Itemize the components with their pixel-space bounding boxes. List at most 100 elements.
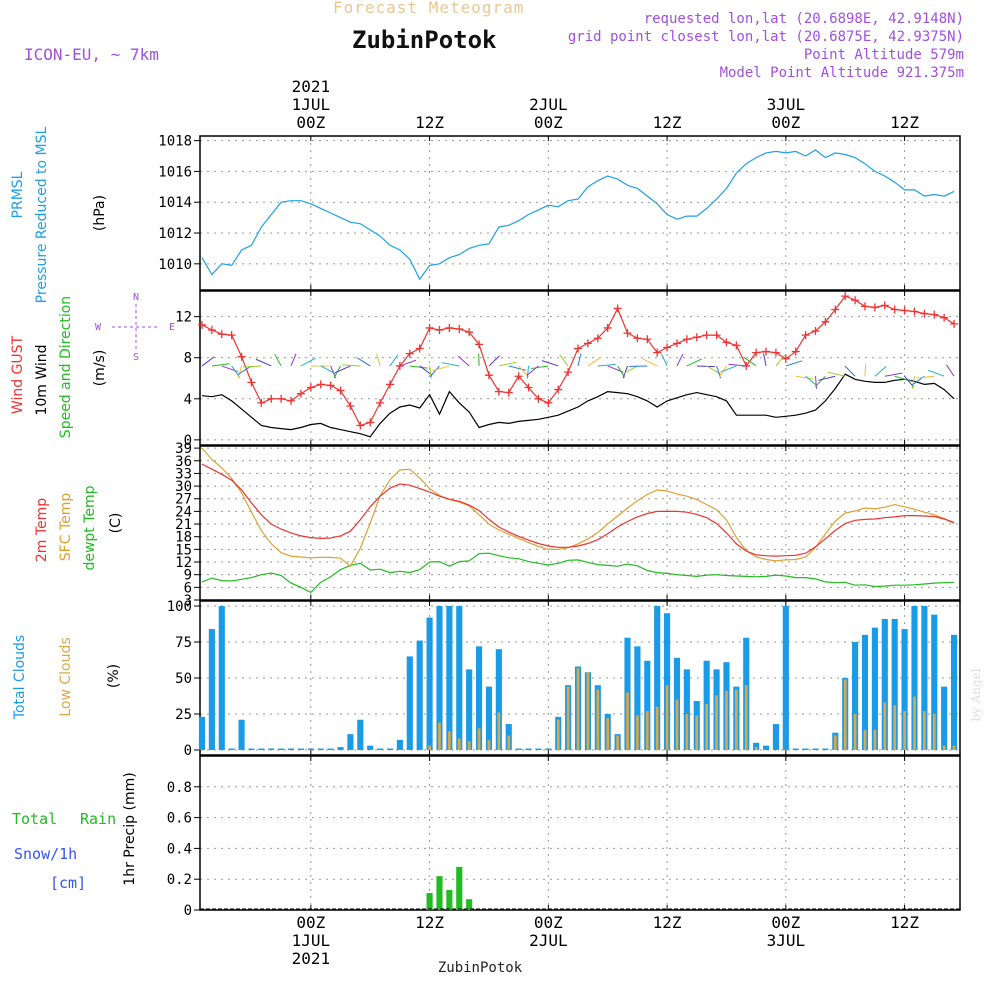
- gust-marker: [900, 306, 909, 315]
- wind-direction-arrow: [274, 353, 282, 367]
- gust-marker: [841, 292, 850, 301]
- total-cloud-bar: [753, 742, 760, 750]
- wind-direction-arrow: [623, 365, 638, 375]
- wind-speed-line: [201, 373, 955, 438]
- wind-direction-arrow: [696, 365, 715, 368]
- gust-marker: [603, 323, 612, 332]
- wind-direction-arrow: [706, 365, 721, 375]
- prmsl-desc-label: Pressure Reduced to MSL: [34, 126, 50, 303]
- gust-marker: [336, 386, 345, 395]
- y-tick-label: 18: [175, 530, 192, 546]
- gust-marker: [425, 323, 434, 332]
- snow-unit-label: [cm]: [50, 874, 86, 892]
- low-cloud-bar: [428, 745, 431, 750]
- low-cloud-bar: [754, 747, 758, 750]
- y-tick-label: 36: [175, 454, 192, 470]
- low-cloud-bar: [438, 722, 441, 750]
- low-cloud-bar: [853, 713, 857, 750]
- total-cloud-bar: [901, 629, 908, 750]
- gust-marker: [267, 394, 276, 403]
- prmsl-label: PRMSL: [10, 171, 26, 218]
- gust-marker: [732, 341, 741, 350]
- gust-marker: [613, 304, 622, 313]
- total-cloud-bar: [812, 748, 819, 750]
- y-tick-label: 0.6: [167, 811, 192, 827]
- wind-direction-arrow: [622, 365, 628, 379]
- wind-direction-arrow: [243, 365, 262, 368]
- low-cloud-bar: [685, 713, 689, 750]
- low-cloud-bar: [843, 679, 847, 750]
- gust-marker: [643, 335, 652, 344]
- gust-marker: [366, 418, 375, 427]
- low-cloud-bar: [636, 715, 639, 750]
- rain-bar: [446, 889, 453, 910]
- bottom-time-label: 1JUL: [292, 931, 331, 950]
- total-cloud-bar: [416, 640, 423, 750]
- wind-direction-arrow: [728, 363, 747, 367]
- requested-location: requested lon,lat (20.6898E, 42.9148N): [643, 11, 964, 27]
- gust-marker: [653, 348, 662, 357]
- low-cloud-bar: [477, 728, 481, 750]
- panel-1: 0 4 8 12: [175, 290, 961, 449]
- gust-marker: [554, 385, 563, 394]
- wind-direction-arrow: [743, 356, 757, 367]
- top-time-label: 2021: [292, 77, 331, 96]
- wind-direction-arrow: [356, 357, 371, 367]
- low-cloud-bar: [873, 729, 877, 750]
- precip-unit-label: 1hr Precip (mm): [122, 772, 138, 885]
- wind-direction-arrow: [290, 353, 297, 367]
- low-cloud-bar: [705, 703, 709, 750]
- panel-frame: [199, 135, 961, 291]
- y-tick-label: 24: [175, 504, 192, 520]
- gust-marker: [593, 334, 602, 343]
- y-tick-label: 0: [184, 903, 192, 919]
- total-label: Total: [12, 810, 57, 828]
- y-tick-label: 0: [184, 433, 192, 449]
- gust-marker: [771, 348, 780, 357]
- wind-direction-arrow: [201, 356, 215, 367]
- total-cloud-bar: [802, 748, 809, 750]
- wind-direction-arrow: [617, 365, 626, 378]
- wind-direction-arrow: [441, 362, 460, 367]
- low-cloud-bar: [695, 715, 699, 750]
- gust-marker: [722, 338, 731, 347]
- gust-marker: [920, 309, 929, 318]
- gust-marker: [752, 348, 761, 357]
- gust-marker: [762, 347, 771, 356]
- gust-marker: [356, 421, 365, 430]
- model-label: ICON-EU, ~ 7km: [24, 45, 159, 64]
- panel-3: 0 25 50 75 100: [167, 599, 961, 759]
- wind-direction-arrow: [785, 360, 803, 367]
- gust-marker: [851, 296, 860, 305]
- prmsl-unit-label: (hPa): [92, 195, 108, 231]
- total-cloud-bar: [218, 606, 225, 750]
- panel-frame: [199, 445, 961, 601]
- low-cloud-bar: [448, 731, 451, 750]
- gust-marker: [672, 339, 681, 348]
- gust-marker: [811, 327, 820, 336]
- temp-unit-label: (C): [108, 513, 124, 534]
- panel-frame: [199, 755, 961, 911]
- model-altitude: Model Point Altitude 921.375m: [719, 65, 964, 81]
- low-cloud-bar: [606, 718, 610, 750]
- gust-marker: [781, 354, 790, 363]
- low-cloud-bar: [556, 719, 560, 750]
- wind-direction-arrow: [559, 354, 569, 367]
- top-time-label: 12Z: [890, 113, 919, 132]
- wind-direction-arrow: [587, 356, 602, 367]
- gust-marker: [237, 352, 246, 361]
- top-time-label: 00Z: [534, 113, 563, 132]
- gust-marker: [791, 347, 800, 356]
- total-cloud-bar: [495, 649, 502, 750]
- wind-direction-arrow: [661, 353, 668, 367]
- total-cloud-bar: [515, 748, 522, 750]
- low-cloud-bar: [616, 735, 619, 750]
- y-tick-label: 3: [184, 593, 192, 609]
- wind-unit-label: (m/s): [92, 350, 108, 387]
- y-tick-label: 12: [175, 310, 192, 326]
- wind-direction-arrow: [946, 364, 955, 377]
- total-cloud-bar: [357, 719, 364, 750]
- wind-direction-arrow: [255, 358, 272, 367]
